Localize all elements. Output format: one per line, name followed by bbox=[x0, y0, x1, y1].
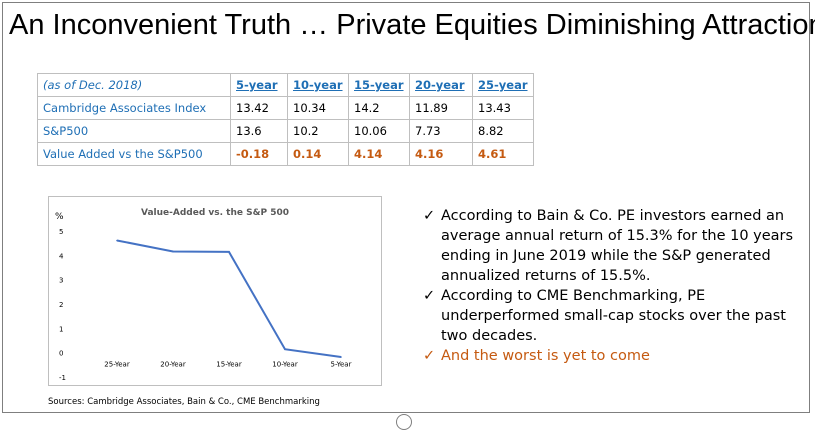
series-line bbox=[116, 239, 342, 359]
column-header: 25-year bbox=[472, 73, 534, 97]
bullet-text: According to CME Benchmarking, PE underp… bbox=[441, 288, 786, 344]
x-tick-label: 25-Year bbox=[104, 361, 130, 369]
bullet-item: ✓ According to CME Benchmarking, PE under… bbox=[423, 286, 798, 346]
chart-svg: Value-Added vs. the S&P 500% -1 0 1 2 3 4 5 25-Y… bbox=[55, 208, 352, 382]
bullet-list: ✓ According to Bain & Co. PE investors ea… bbox=[423, 206, 798, 366]
table-cell: 13.43 bbox=[472, 96, 534, 120]
table-cell: 14.2 bbox=[348, 96, 410, 120]
column-header: 5-year bbox=[230, 73, 288, 97]
y-tick-label: 4 bbox=[59, 252, 64, 260]
table-cell: -0.18 bbox=[230, 142, 288, 166]
y-tick-label: -1 bbox=[59, 374, 66, 382]
sources-note: Sources: Cambridge Associates, Bain & Co… bbox=[48, 397, 320, 407]
y-axis-label: % bbox=[55, 212, 64, 222]
table-cell: 4.16 bbox=[409, 142, 473, 166]
table-cell: 11.89 bbox=[409, 96, 473, 120]
table-row: S&P500 13.6 10.2 10.06 7.73 8.82 bbox=[37, 119, 534, 143]
slide: An Inconvenient Truth … Private Equities… bbox=[2, 2, 815, 413]
bullet-item: ✓ According to Bain & Co. PE investors ea… bbox=[423, 206, 798, 286]
table-row: Value Added vs the S&P500 -0.18 0.14 4.1… bbox=[37, 142, 534, 166]
check-icon: ✓ bbox=[423, 288, 436, 304]
slide-footer-circle-icon bbox=[396, 414, 412, 430]
bullet-text: And the worst is yet to come bbox=[441, 348, 650, 364]
bullet-item: ✓ And the worst is yet to come bbox=[423, 346, 798, 366]
y-tick-label: 5 bbox=[59, 228, 63, 236]
x-tick-label: 20-Year bbox=[160, 361, 186, 369]
y-tick-label: 0 bbox=[59, 350, 63, 358]
table-cell: 13.42 bbox=[230, 96, 288, 120]
returns-table: (as of Dec. 2018) 5-year 10-year 15-year… bbox=[37, 73, 534, 166]
table-cell: 10.06 bbox=[348, 119, 410, 143]
column-header: 15-year bbox=[348, 73, 410, 97]
check-icon: ✓ bbox=[423, 348, 436, 364]
y-tick-label: 3 bbox=[59, 277, 63, 285]
row-label: Value Added vs the S&P500 bbox=[37, 142, 231, 166]
table-cell: 7.73 bbox=[409, 119, 473, 143]
y-tick-label: 2 bbox=[59, 301, 63, 309]
table-header-row: (as of Dec. 2018) 5-year 10-year 15-year… bbox=[37, 73, 534, 97]
slide-title: An Inconvenient Truth … Private Equities… bbox=[9, 9, 815, 41]
x-tick-label: 10-Year bbox=[272, 361, 298, 369]
data-point bbox=[340, 356, 342, 358]
x-tick-label: 15-Year bbox=[216, 361, 242, 369]
row-label: S&P500 bbox=[37, 119, 231, 143]
data-point bbox=[116, 239, 118, 242]
data-point bbox=[172, 250, 174, 253]
table-cell: 10.34 bbox=[287, 96, 349, 120]
y-tick-label: 1 bbox=[59, 325, 63, 333]
table-cell: 4.14 bbox=[348, 142, 410, 166]
table-cell: 4.61 bbox=[472, 142, 534, 166]
table-cell: 13.6 bbox=[230, 119, 288, 143]
data-point bbox=[284, 348, 286, 351]
table-as-of-note: (as of Dec. 2018) bbox=[37, 73, 231, 97]
x-tick-label: 5-Year bbox=[331, 361, 352, 369]
value-added-chart: Value-Added vs. the S&P 500% -1 0 1 2 3 4 5 25-Y… bbox=[48, 196, 382, 386]
table-cell: 8.82 bbox=[472, 119, 534, 143]
table-row: Cambridge Associates Index 13.42 10.34 1… bbox=[37, 96, 534, 120]
bullet-text: According to Bain & Co. PE investors ear… bbox=[441, 208, 794, 284]
chart-title: Value-Added vs. the S&P 500 bbox=[141, 208, 289, 218]
table-cell: 0.14 bbox=[287, 142, 349, 166]
data-point bbox=[228, 251, 230, 253]
check-icon: ✓ bbox=[423, 208, 436, 224]
column-header: 20-year bbox=[409, 73, 473, 97]
row-label: Cambridge Associates Index bbox=[37, 96, 231, 120]
column-header: 10-year bbox=[287, 73, 349, 97]
table-cell: 10.2 bbox=[287, 119, 349, 143]
